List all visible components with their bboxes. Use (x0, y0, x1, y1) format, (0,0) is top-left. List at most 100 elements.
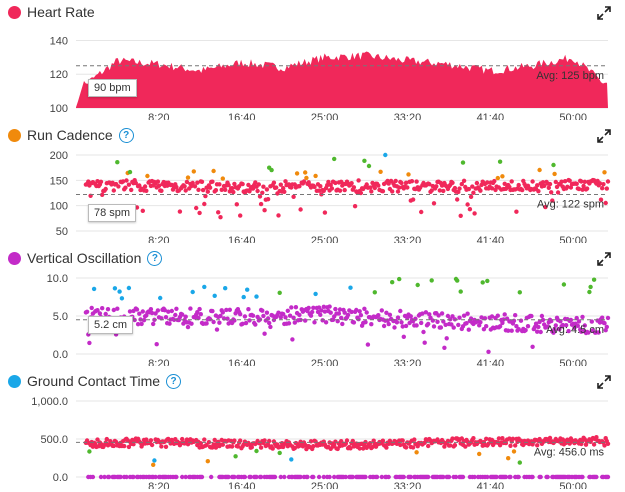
data-point (262, 331, 267, 336)
y-tick-label: 100 (50, 103, 68, 115)
expand-icon[interactable] (597, 129, 611, 143)
data-point (509, 179, 514, 184)
data-point (100, 306, 105, 311)
data-point (200, 187, 206, 193)
data-point (148, 438, 154, 443)
data-point (361, 446, 366, 451)
data-point (212, 437, 217, 443)
data-point (311, 444, 316, 449)
data-point (100, 192, 105, 197)
data-point (212, 293, 217, 298)
data-point (274, 185, 279, 190)
data-point (213, 188, 219, 193)
expand-icon[interactable] (597, 252, 611, 266)
data-point (289, 305, 294, 310)
x-tick-label: 33:20 (394, 358, 422, 366)
data-point (89, 305, 94, 311)
data-point (242, 474, 248, 480)
data-point (494, 474, 499, 480)
data-point (362, 158, 367, 163)
data-point (390, 189, 395, 194)
data-point (386, 321, 391, 327)
y-tick-label: 0.0 (53, 349, 68, 361)
data-point (502, 181, 507, 186)
data-point (381, 323, 387, 329)
help-icon[interactable]: ? (147, 250, 163, 266)
x-tick-label: 25:00 (311, 112, 339, 120)
expand-icon[interactable] (597, 6, 611, 20)
data-point (465, 202, 470, 207)
data-point (547, 181, 553, 187)
data-point (151, 321, 156, 327)
data-point (368, 185, 373, 190)
data-point (332, 474, 337, 480)
data-point (131, 474, 136, 480)
data-point (470, 184, 475, 189)
data-point (291, 315, 296, 320)
data-point (605, 441, 611, 446)
data-point (426, 321, 431, 327)
data-point (362, 306, 367, 311)
data-point (560, 322, 565, 328)
x-tick-label: 8:20 (148, 235, 169, 243)
data-point (533, 321, 539, 326)
data-point (180, 312, 185, 317)
data-point (495, 313, 500, 318)
data-point (198, 441, 203, 446)
data-point (254, 294, 259, 299)
data-point (516, 474, 521, 480)
data-point (565, 184, 570, 189)
data-point (298, 207, 303, 212)
data-point (540, 317, 546, 323)
data-point (220, 442, 225, 447)
data-point (229, 186, 235, 191)
data-point (97, 311, 103, 316)
data-point (511, 318, 517, 323)
data-point (345, 312, 351, 318)
data-point (579, 179, 584, 184)
data-point (379, 474, 384, 480)
data-point (206, 440, 212, 445)
data-point (91, 286, 97, 292)
data-point (231, 189, 236, 195)
data-point (574, 181, 579, 186)
data-point (591, 277, 597, 282)
data-point (460, 474, 466, 480)
help-icon[interactable]: ? (166, 373, 182, 389)
data-point (174, 306, 179, 311)
data-point (327, 474, 332, 480)
data-point (441, 319, 446, 324)
data-point (604, 186, 609, 191)
data-point (471, 190, 476, 195)
data-point (536, 324, 541, 330)
data-point (214, 327, 220, 332)
data-point (272, 474, 278, 480)
data-point (408, 314, 413, 319)
expand-icon[interactable] (597, 375, 611, 389)
average-label: Avg: 125 bpm (536, 70, 604, 82)
data-point (466, 186, 471, 192)
data-point (553, 179, 558, 185)
data-point (587, 289, 592, 295)
data-point (233, 454, 238, 459)
data-point (154, 342, 159, 347)
data-point (457, 315, 462, 320)
data-point (209, 474, 214, 480)
data-point (196, 315, 201, 321)
data-point (550, 198, 555, 203)
data-point (207, 185, 213, 190)
data-point (194, 205, 199, 211)
data-point (254, 448, 259, 454)
help-icon[interactable]: ? (118, 127, 134, 143)
data-point (281, 186, 286, 191)
data-point (312, 184, 317, 190)
data-point (603, 200, 608, 206)
data-point (594, 474, 599, 480)
data-point (400, 438, 405, 443)
data-point (316, 188, 322, 193)
data-point (337, 188, 343, 193)
data-point (348, 285, 353, 290)
data-point (253, 322, 258, 327)
data-point (340, 321, 345, 327)
heart-rate-label: Heart Rate (27, 4, 95, 20)
